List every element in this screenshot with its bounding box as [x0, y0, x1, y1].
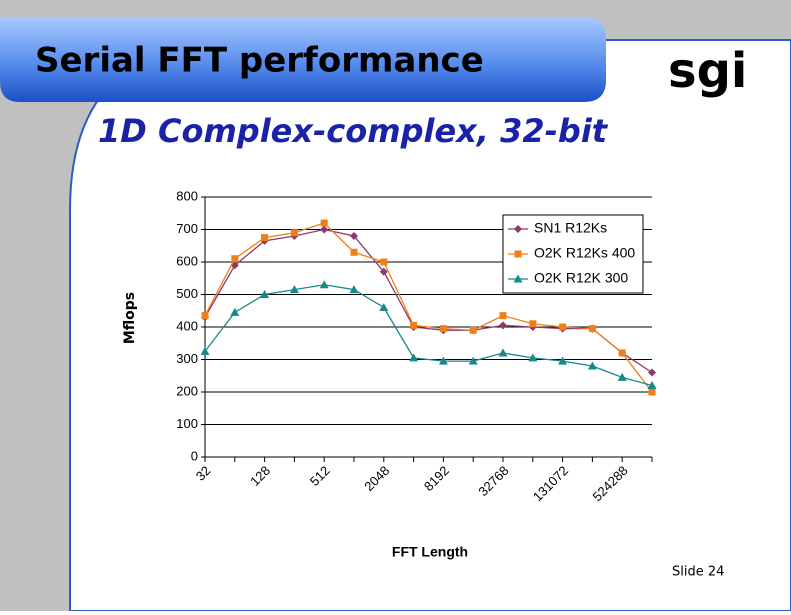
marker: [260, 290, 270, 298]
marker: [514, 250, 522, 258]
x-axis-label: FFT Length: [392, 544, 468, 560]
y-axis-label: Mflops: [122, 292, 138, 344]
marker: [558, 356, 568, 365]
marker: [468, 356, 478, 365]
legend-label: O2K R12K 300: [534, 270, 628, 286]
marker: [230, 307, 240, 316]
marker: [350, 248, 358, 256]
y-tick-label: 700: [176, 221, 198, 236]
y-tick-label: 800: [176, 188, 198, 203]
subtitle: 1D Complex-complex, 32-bit: [98, 112, 609, 150]
marker: [588, 325, 596, 333]
slide-title: Serial FFT performance: [35, 41, 484, 81]
marker: [379, 303, 389, 311]
marker: [618, 349, 626, 357]
marker: [380, 258, 388, 266]
title-banner: [0, 18, 606, 102]
series-line: [204, 228, 653, 374]
marker: [349, 285, 359, 294]
y-tick-label: 100: [176, 416, 198, 431]
series-line: [204, 222, 653, 393]
marker: [379, 267, 388, 276]
y-tick-label: 600: [176, 253, 198, 268]
marker: [648, 368, 656, 377]
marker: [469, 326, 477, 334]
marker: [617, 372, 627, 381]
marker: [261, 234, 269, 242]
marker: [231, 255, 239, 263]
y-tick-label: 400: [176, 318, 198, 333]
series-line: [204, 284, 653, 387]
marker: [499, 321, 507, 330]
marker: [289, 285, 299, 294]
marker: [529, 320, 537, 328]
marker: [498, 348, 508, 357]
marker: [439, 325, 447, 333]
legend-label: O2K R12Ks 400: [534, 245, 635, 261]
y-tick-label: 300: [176, 351, 198, 366]
y-tick-label: 500: [176, 286, 198, 301]
marker: [319, 280, 329, 289]
marker: [410, 321, 418, 329]
marker: [648, 388, 656, 396]
marker: [201, 312, 209, 320]
marker: [320, 219, 328, 227]
marker: [320, 225, 329, 234]
logo: sgi: [668, 43, 747, 99]
marker: [528, 353, 538, 362]
marker: [290, 229, 298, 237]
y-tick-label: 0: [191, 448, 198, 463]
legend-label: SN1 R12Ks: [534, 220, 607, 236]
marker: [350, 232, 358, 240]
marker: [559, 323, 567, 331]
marker: [409, 353, 419, 362]
marker: [438, 356, 448, 365]
y-tick-label: 200: [176, 383, 198, 398]
slide-number: Slide 24: [672, 565, 724, 580]
marker: [587, 361, 597, 370]
marker: [514, 225, 522, 233]
marker: [647, 381, 657, 389]
marker: [499, 312, 507, 320]
marker: [513, 274, 523, 283]
marker: [200, 346, 210, 355]
